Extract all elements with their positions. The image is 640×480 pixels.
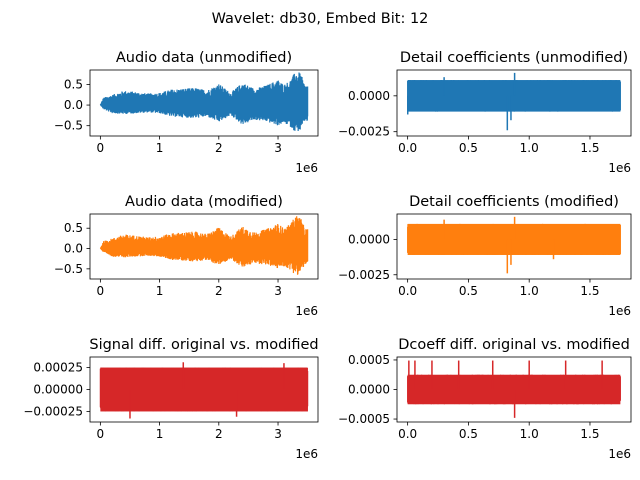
x-tick-label: 3 bbox=[274, 284, 282, 298]
y-tick-label: −0.5 bbox=[54, 119, 83, 133]
figure-suptitle: Wavelet: db30, Embed Bit: 12 bbox=[212, 11, 429, 27]
x-tick-label: 0.0 bbox=[398, 141, 417, 155]
x-offset-label: 1e6 bbox=[295, 161, 318, 175]
subplot-title: Detail coefficients (unmodified) bbox=[400, 50, 628, 66]
subplot-3: 0 1 2 3 −0.5 0.0 0.5 1e6 Audio data (modified) bbox=[54, 194, 319, 318]
y-tick-label: 0.5 bbox=[64, 77, 83, 91]
y-tick-label: 0.0 bbox=[64, 242, 83, 256]
x-tick-label: 0 bbox=[97, 284, 105, 298]
x-offset-label: 1e6 bbox=[608, 447, 631, 461]
x-offset-label: 1e6 bbox=[295, 447, 318, 461]
series-group bbox=[99, 72, 309, 132]
y-tick-label: −0.0025 bbox=[338, 268, 390, 282]
x-tick-label: 0.0 bbox=[398, 427, 417, 441]
subplot-title: Audio data (unmodified) bbox=[116, 50, 292, 66]
x-tick-label: 0.0 bbox=[398, 284, 417, 298]
subplot-grid: 0 1 2 3 −0.5 0.0 0.5 1e6 Audio data (unmodified)… bbox=[23, 50, 632, 461]
y-tick-label: 0.0000 bbox=[348, 232, 390, 246]
series-group bbox=[407, 216, 621, 274]
y-tick-label: 0.0000 bbox=[348, 383, 390, 397]
subplot-title: Audio data (modified) bbox=[125, 194, 283, 210]
subplot-2: 0.0 0.5 1.0 1.5 −0.0025 0.0000 1e6 Detail coeff… bbox=[338, 50, 632, 175]
subplot-1: 0 1 2 3 −0.5 0.0 0.5 1e6 Audio data (unmodified) bbox=[54, 50, 319, 175]
series-group bbox=[407, 360, 621, 418]
y-tick-label: −0.0025 bbox=[338, 125, 390, 139]
x-tick-label: 0.5 bbox=[459, 141, 478, 155]
x-tick-label: 2 bbox=[215, 284, 223, 298]
x-offset-label: 1e6 bbox=[608, 161, 631, 175]
y-tick-label: −0.00025 bbox=[23, 404, 83, 418]
x-tick-label: 0 bbox=[97, 141, 105, 155]
x-tick-label: 3 bbox=[274, 141, 282, 155]
x-tick-label: 2 bbox=[215, 427, 223, 441]
y-tick-label: 0.0000 bbox=[348, 89, 390, 103]
series-group bbox=[99, 216, 309, 275]
series-group bbox=[407, 72, 621, 131]
x-tick-label: 1.5 bbox=[580, 284, 599, 298]
series-group bbox=[99, 362, 309, 419]
y-tick-label: −0.0005 bbox=[338, 412, 390, 426]
x-offset-label: 1e6 bbox=[608, 304, 631, 318]
x-tick-label: 1.5 bbox=[580, 141, 599, 155]
x-tick-label: 1.5 bbox=[580, 427, 599, 441]
y-tick-label: 0.5 bbox=[64, 221, 83, 235]
series-dense-band bbox=[100, 367, 308, 412]
x-tick-label: 0.5 bbox=[459, 284, 478, 298]
subplot-6: 0.0 0.5 1.0 1.5 −0.0005 0.0000 0.0005 1e6 Dcoeff… bbox=[338, 337, 632, 461]
x-tick-label: 1.0 bbox=[520, 141, 539, 155]
y-tick-label: 0.0005 bbox=[348, 353, 390, 367]
y-tick-label: 0.0 bbox=[64, 98, 83, 112]
x-tick-label: 2 bbox=[215, 141, 223, 155]
y-tick-label: −0.5 bbox=[54, 262, 83, 276]
subplot-title: Dcoeff diff. original vs. modified bbox=[398, 337, 630, 353]
x-offset-label: 1e6 bbox=[295, 304, 318, 318]
x-tick-label: 1 bbox=[156, 427, 164, 441]
x-tick-label: 1 bbox=[156, 284, 164, 298]
x-tick-label: 0 bbox=[97, 427, 105, 441]
x-tick-label: 1 bbox=[156, 141, 164, 155]
series-line bbox=[99, 72, 309, 132]
x-tick-label: 3 bbox=[274, 427, 282, 441]
axes-frame bbox=[396, 69, 632, 137]
x-tick-label: 1.0 bbox=[520, 284, 539, 298]
axes-frame bbox=[89, 69, 319, 137]
series-line bbox=[99, 216, 309, 275]
subplot-4: 0.0 0.5 1.0 1.5 −0.0025 0.0000 1e6 Detail coeff… bbox=[338, 194, 632, 318]
x-tick-label: 0.5 bbox=[459, 427, 478, 441]
subplot-title: Signal diff. original vs. modified bbox=[89, 337, 318, 353]
subplot-5: 0 1 2 3 −0.00025 0.00000 0.00025 1e6 Signal diff… bbox=[23, 337, 318, 461]
subplot-title: Detail coefficients (modified) bbox=[409, 194, 619, 210]
y-tick-label: 0.00000 bbox=[33, 383, 83, 397]
y-tick-label: 0.00025 bbox=[33, 361, 83, 375]
axes-frame bbox=[89, 213, 319, 280]
x-tick-label: 1.0 bbox=[520, 427, 539, 441]
axes-frame bbox=[396, 213, 632, 280]
